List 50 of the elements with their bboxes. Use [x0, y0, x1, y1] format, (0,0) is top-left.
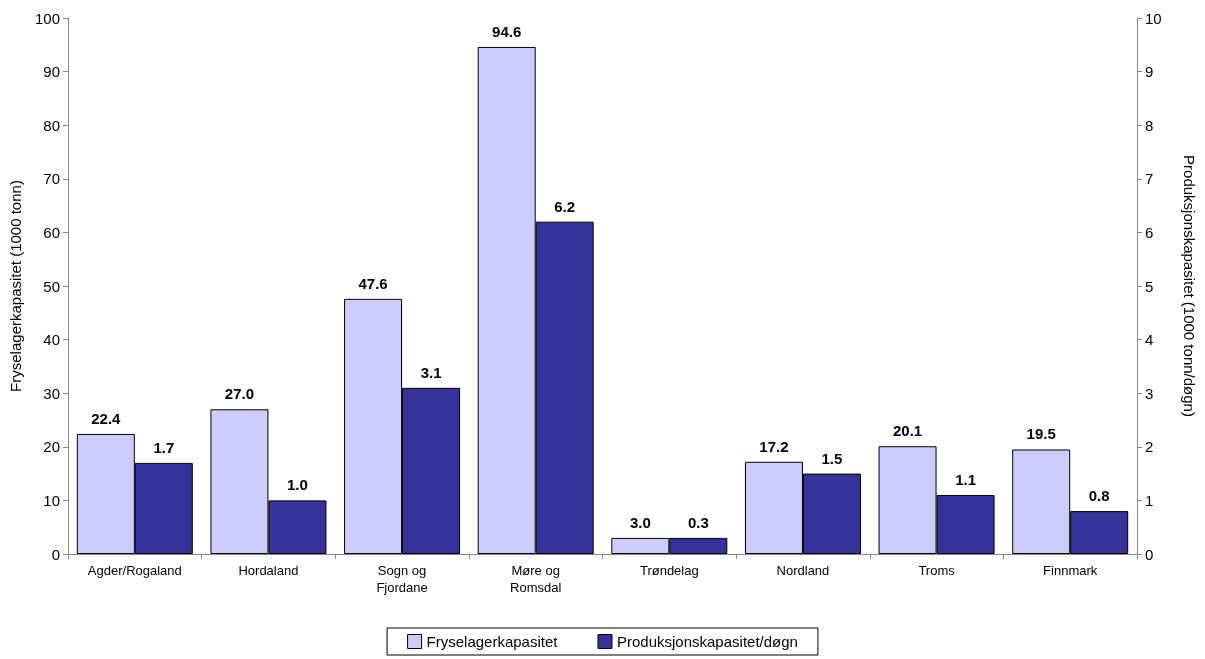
y-tick-label: 100	[34, 9, 60, 27]
data-label: 22.4	[91, 409, 122, 427]
y2-tick-label: 1	[1145, 491, 1154, 509]
y-tick-label: 30	[43, 384, 60, 402]
data-label: 1.7	[153, 438, 175, 456]
legend-label: Fryselagerkapasitet	[426, 633, 559, 650]
data-label: 0.8	[1088, 487, 1110, 505]
data-label: 0.3	[687, 513, 709, 531]
y-tick-label: 70	[43, 170, 60, 188]
data-label: 1.1	[955, 471, 976, 489]
y-tick-label: 20	[43, 438, 60, 456]
data-label: 3.0	[629, 513, 651, 531]
y-axis-title: Fryselagerkapasitet (1000 tonn)	[7, 180, 24, 392]
data-label: 94.6	[492, 22, 522, 40]
x-tick-label: Trøndelag	[639, 563, 699, 578]
x-tick-label: Finnmark	[1043, 563, 1098, 578]
x-tick-label: Hordaland	[238, 563, 299, 578]
x-tick-label: Møre og Romsdal	[510, 563, 562, 595]
y-tick-label: 40	[43, 331, 60, 349]
x-tick-label: Nordland	[776, 563, 830, 578]
y2-tick-label: 5	[1145, 277, 1154, 295]
x-tick-label: Agder/Rogaland	[87, 563, 182, 578]
y2-tick-label: 9	[1145, 63, 1154, 81]
y-tick-label: 60	[43, 223, 60, 241]
data-label: 19.5	[1026, 425, 1056, 443]
data-label: 1.0	[287, 476, 308, 494]
y2-tick-label: 7	[1145, 170, 1154, 188]
y-tick-label: 50	[43, 277, 60, 295]
y2-tick-label: 2	[1145, 438, 1154, 456]
legend-label: Produksjonskapasitet/døgn	[616, 633, 798, 650]
y2-tick-label: 4	[1145, 331, 1154, 349]
y2-tick-label: 3	[1145, 384, 1154, 402]
y2-axis-title: Produksjonskapasitet (1000 tonn/døgn)	[1181, 155, 1198, 417]
y2-tick-label: 0	[1145, 545, 1154, 563]
data-label: 6.2	[554, 197, 576, 215]
y-tick-label: 90	[43, 63, 60, 81]
y2-tick-label: 8	[1145, 116, 1154, 134]
y-tick-label: 0	[51, 545, 60, 563]
y2-tick-label: 6	[1145, 223, 1154, 241]
data-label: 17.2	[759, 437, 789, 455]
data-label: 3.1	[420, 363, 442, 381]
x-tick-label: Troms	[918, 563, 956, 578]
y-tick-label: 10	[43, 491, 60, 509]
x-tick-label: Sogn og Fjordane	[376, 563, 428, 595]
data-label: 47.6	[358, 274, 388, 292]
y2-tick-label: 10	[1145, 9, 1162, 27]
data-label: 20.1	[892, 422, 923, 440]
y-tick-label: 80	[43, 116, 60, 134]
data-label: 1.5	[821, 449, 843, 467]
data-label: 27.0	[224, 385, 255, 403]
